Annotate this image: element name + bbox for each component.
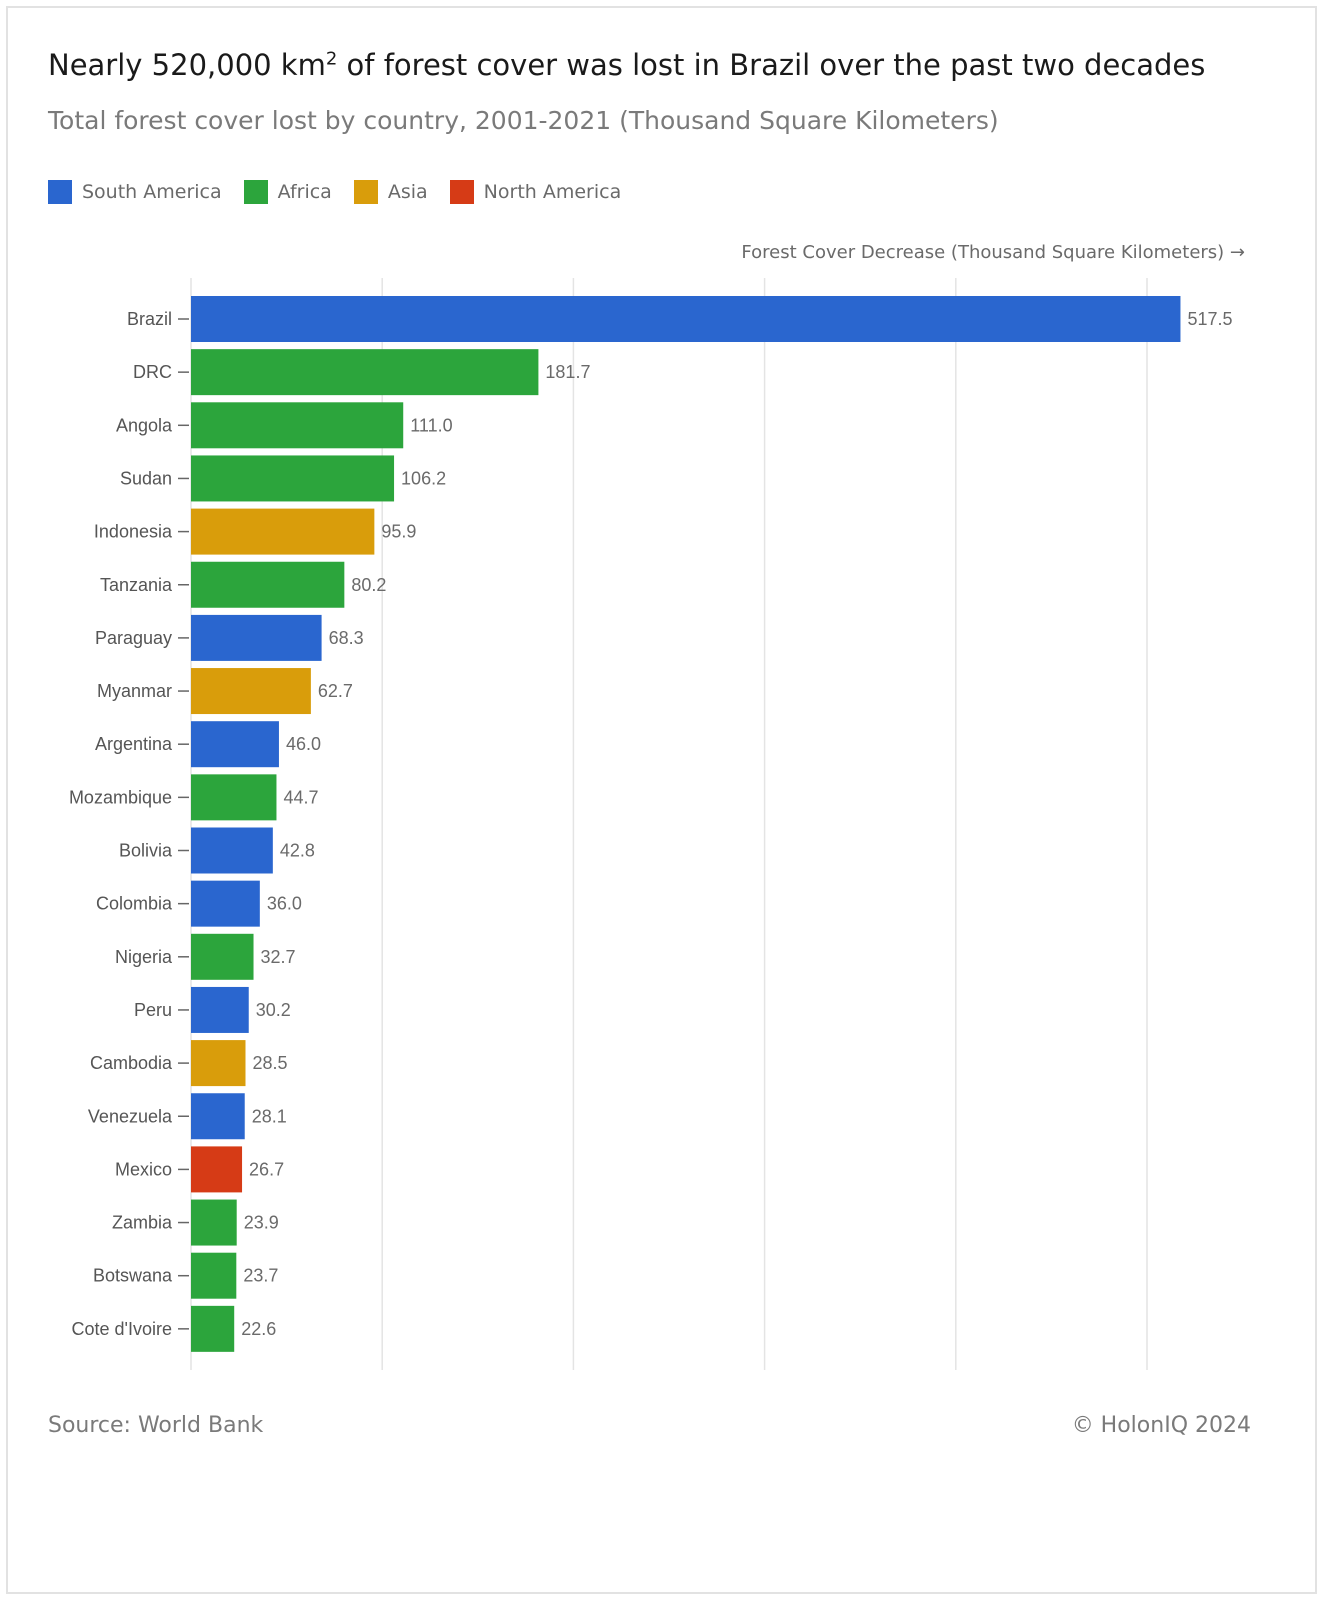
chart-title-rest: of forest cover was lost in Brazil over … (337, 48, 1206, 82)
category-label-bolivia: Bolivia (119, 841, 173, 861)
category-label-zambia: Zambia (112, 1213, 173, 1233)
value-label-paraguay: 68.3 (329, 628, 364, 648)
legend-item-north-america[interactable]: North America (449, 180, 622, 204)
bar-tanzania (191, 561, 345, 608)
legend-swatch-south-america (48, 180, 72, 204)
legend-swatch-africa (243, 180, 268, 204)
copyright-note: © HolonIQ 2024 (1071, 1413, 1251, 1438)
value-label-nigeria: 32.7 (261, 947, 296, 967)
bar-venezuela (191, 1093, 245, 1140)
bar-mexico (191, 1146, 243, 1193)
legend-item-asia[interactable]: Asia (353, 180, 428, 204)
legend-item-africa[interactable]: Africa (243, 180, 332, 204)
legend-swatch-north-america (449, 180, 474, 204)
source-note: Source: World Bank (48, 1413, 264, 1438)
legend-label-asia: Asia (387, 181, 428, 203)
bar-bolivia (191, 827, 273, 874)
value-label-argentina: 46.0 (286, 734, 321, 754)
bar-drc (191, 349, 539, 396)
legend-label-africa: Africa (277, 181, 332, 203)
category-label-brazil: Brazil (127, 309, 172, 329)
legend-item-south-america[interactable]: South America (48, 180, 222, 204)
value-label-cambodia: 28.5 (252, 1053, 287, 1073)
category-label-argentina: Argentina (95, 734, 173, 754)
bar-sudan (191, 455, 395, 502)
category-label-drc: DRC (133, 362, 172, 382)
category-label-nigeria: Nigeria (115, 947, 173, 967)
bar-paraguay (191, 614, 322, 661)
category-label-cote-d-ivoire: Cote d'Ivoire (72, 1319, 173, 1339)
value-label-tanzania: 80.2 (351, 575, 386, 595)
bar-angola (191, 402, 404, 449)
value-label-cote-d-ivoire: 22.6 (241, 1319, 276, 1339)
bar-chart: Forest Cover Decrease (Thousand Square K… (69, 242, 1245, 1370)
bar-cote-d-ivoire (191, 1305, 235, 1352)
bar-peru (191, 986, 249, 1033)
value-label-myanmar: 62.7 (318, 681, 353, 701)
value-label-brazil: 517.5 (1187, 309, 1232, 329)
category-label-angola: Angola (116, 415, 173, 435)
value-label-drc: 181.7 (545, 362, 590, 382)
value-label-mexico: 26.7 (249, 1159, 284, 1179)
category-label-myanmar: Myanmar (97, 681, 172, 701)
category-label-paraguay: Paraguay (95, 628, 172, 648)
value-label-angola: 111.0 (410, 415, 452, 435)
category-label-botswana: Botswana (93, 1266, 173, 1286)
category-label-mexico: Mexico (115, 1159, 172, 1179)
category-label-cambodia: Cambodia (90, 1053, 173, 1073)
chart-title-superscript: 2 (325, 48, 338, 70)
category-label-colombia: Colombia (96, 894, 173, 914)
category-label-indonesia: Indonesia (94, 522, 173, 542)
category-label-sudan: Sudan (120, 468, 172, 488)
bar-argentina (191, 721, 279, 768)
bar-nigeria (191, 933, 254, 980)
value-label-mozambique: 44.7 (283, 787, 318, 807)
bar-colombia (191, 880, 260, 927)
value-label-botswana: 23.7 (243, 1266, 278, 1286)
legend-swatch-asia (353, 180, 378, 204)
bar-mozambique (191, 774, 277, 821)
category-label-tanzania: Tanzania (100, 575, 173, 595)
bar-botswana (191, 1252, 237, 1299)
value-label-venezuela: 28.1 (252, 1106, 287, 1126)
bar-brazil (191, 296, 1181, 342)
bar-cambodia (191, 1040, 246, 1087)
bar-zambia (191, 1199, 237, 1246)
category-label-venezuela: Venezuela (88, 1106, 173, 1126)
legend: South America Africa Asia North America (48, 180, 643, 204)
value-label-colombia: 36.0 (267, 894, 302, 914)
category-label-peru: Peru (134, 1000, 172, 1020)
chart-subtitle: Total forest cover lost by country, 2001… (48, 106, 999, 135)
legend-label-south-america: South America (82, 181, 222, 203)
value-label-zambia: 23.9 (244, 1213, 279, 1233)
bar-indonesia (191, 508, 375, 555)
chart-title-main: Nearly 520,000 km (48, 48, 326, 82)
value-label-peru: 30.2 (256, 1000, 291, 1020)
legend-label-north-america: North America (483, 181, 622, 203)
category-label-mozambique: Mozambique (69, 787, 172, 807)
value-label-sudan: 106.2 (401, 468, 446, 488)
bar-myanmar (191, 668, 311, 715)
value-label-bolivia: 42.8 (280, 841, 315, 861)
value-label-indonesia: 95.9 (381, 522, 416, 542)
x-axis-title: Forest Cover Decrease (Thousand Square K… (741, 242, 1245, 263)
chart-title: Nearly 520,000 km2 of forest cover was l… (48, 48, 1205, 82)
